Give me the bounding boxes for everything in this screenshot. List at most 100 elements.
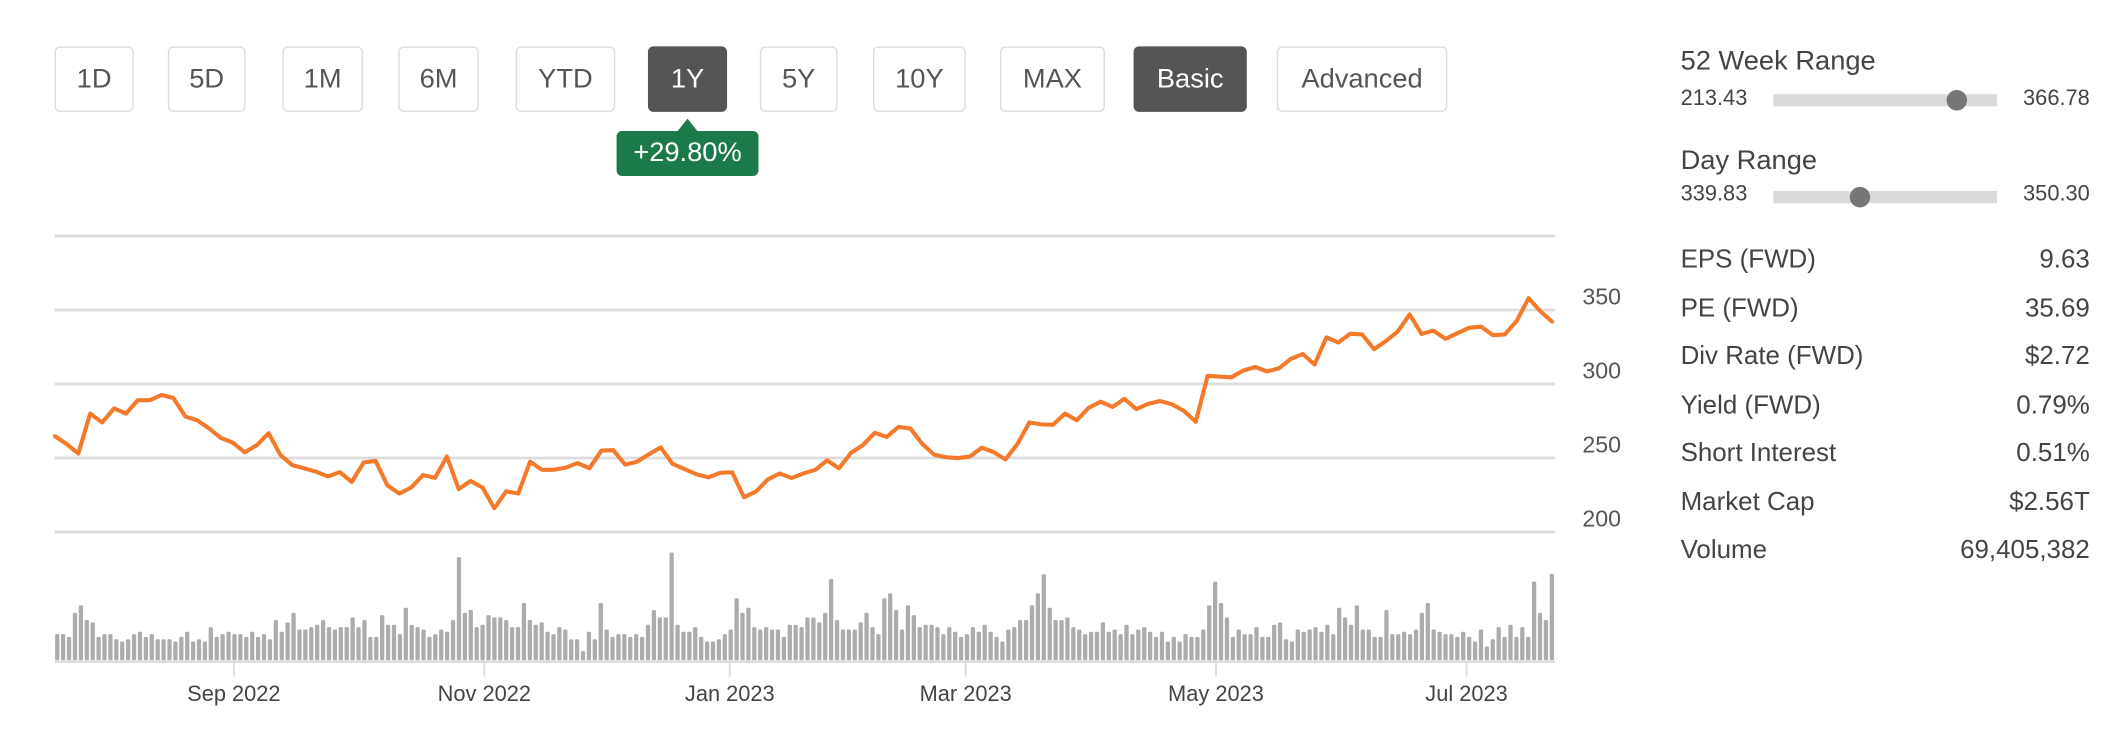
range-button-1m[interactable]: 1M	[282, 46, 363, 112]
volume-bar	[409, 624, 414, 661]
volume-bar	[663, 617, 668, 661]
range-button-6m[interactable]: 6M	[398, 46, 479, 112]
volume-bar	[250, 631, 255, 661]
volume-bar	[1230, 636, 1235, 661]
price-point	[1396, 329, 1400, 334]
price-point	[195, 418, 199, 422]
volume-bar	[693, 627, 698, 661]
price-point	[207, 426, 211, 431]
volume-bar	[143, 636, 148, 661]
price-point	[1443, 337, 1447, 341]
volume-bar	[1124, 624, 1129, 661]
price-point	[373, 459, 378, 463]
price-point	[326, 474, 330, 479]
volume-bar	[1106, 631, 1111, 661]
volume-bar	[634, 634, 639, 661]
price-point	[183, 414, 187, 419]
price-point	[1003, 457, 1008, 462]
view-button-basic[interactable]: Basic	[1133, 46, 1247, 112]
volume-bar	[90, 622, 95, 661]
volume-bar	[120, 641, 125, 661]
volume-bar	[604, 629, 609, 661]
volume-bar	[332, 629, 338, 661]
volume-bar	[1148, 631, 1153, 661]
volume-bar	[781, 636, 787, 661]
stat-row: Short Interest 0.51%	[1681, 439, 2090, 469]
y-tick-label: 200	[1582, 506, 1621, 532]
price-point	[64, 442, 69, 446]
stat-label: Short Interest	[1680, 439, 1837, 468]
stat-value: 0.51%	[2016, 439, 2090, 468]
volume-bar	[1372, 636, 1377, 661]
volume-bar	[740, 612, 745, 661]
stat-row: EPS (FWD) 9.63	[1681, 246, 2090, 276]
volume-bar	[1100, 622, 1106, 661]
volume-bar	[1189, 636, 1194, 661]
volume-bar	[1254, 627, 1259, 661]
price-point	[813, 468, 817, 472]
price-point	[1039, 422, 1043, 427]
volume-bar	[1094, 631, 1100, 661]
price-point	[124, 411, 128, 416]
volume-bar	[964, 634, 970, 661]
volume-bar	[415, 627, 420, 661]
stat-row: Div Rate (FWD) $2.72	[1681, 342, 2090, 372]
volume-bar	[433, 634, 438, 661]
price-point	[1241, 369, 1245, 373]
price-point	[136, 398, 140, 402]
price-point	[338, 470, 342, 474]
price-point	[266, 431, 271, 435]
volume-bar	[805, 617, 810, 661]
range-button-1y[interactable]: 1Y	[647, 46, 728, 112]
range-button-5y[interactable]: 5Y	[759, 46, 838, 112]
volume-bar	[149, 634, 154, 661]
volume-bar	[492, 617, 497, 661]
volume-bar	[1378, 636, 1383, 661]
volume-bar	[1543, 620, 1549, 661]
price-point	[1170, 402, 1174, 406]
volume-bar	[297, 629, 302, 661]
range-button-1d[interactable]: 1D	[54, 46, 134, 112]
view-button-advanced[interactable]: Advanced	[1276, 46, 1448, 112]
volume-bar	[474, 627, 479, 661]
price-point	[278, 453, 283, 457]
volume-bar	[285, 622, 290, 661]
volume-bar	[852, 629, 857, 661]
volume-bar	[226, 631, 231, 661]
volume-bar	[1437, 631, 1442, 661]
volume-bar	[1183, 634, 1188, 661]
volume-bar	[102, 634, 107, 661]
volume-bar	[1325, 624, 1330, 661]
range-button-10y[interactable]: 10Y	[873, 46, 966, 112]
volume-bar	[202, 641, 208, 661]
range-button-max[interactable]: MAX	[999, 46, 1105, 112]
volume-bar	[1467, 636, 1472, 661]
volume-bar	[1018, 620, 1023, 661]
volume-bar	[828, 578, 834, 661]
volume-bar	[1248, 634, 1253, 661]
range-button-ytd[interactable]: YTD	[515, 46, 616, 112]
price-point	[76, 451, 80, 456]
price-point	[350, 480, 354, 484]
volume-bar	[1083, 634, 1088, 661]
volume-bar	[1272, 624, 1277, 661]
stat-value: 0.79%	[2016, 390, 2090, 420]
volume-bar	[551, 634, 556, 661]
stat-label: Yield (FWD)	[1680, 390, 1821, 420]
price-point	[837, 466, 841, 470]
day-range-track	[1773, 186, 1998, 208]
volume-bar	[539, 622, 544, 661]
volume-bar	[1088, 631, 1094, 661]
volume-bar	[78, 605, 84, 661]
price-point	[302, 466, 306, 470]
volume-bar	[681, 631, 686, 661]
volume-bar	[279, 631, 284, 661]
price-point	[980, 445, 984, 450]
price-point	[873, 431, 877, 435]
stat-label: PE (FWD)	[1680, 293, 1799, 323]
volume-bar	[1218, 602, 1224, 661]
range-button-5d[interactable]: 5D	[167, 46, 246, 112]
price-point	[682, 467, 687, 471]
volume-bar	[1142, 627, 1147, 661]
volume-bar	[1012, 627, 1017, 661]
